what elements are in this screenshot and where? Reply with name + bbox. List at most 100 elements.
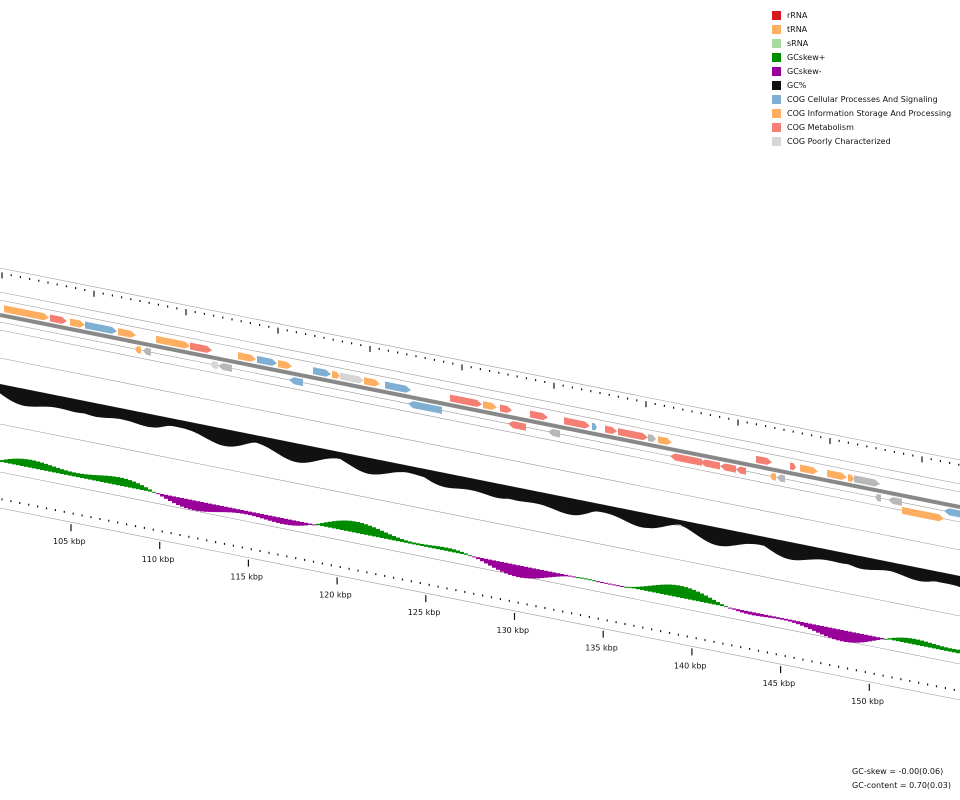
gene-arrow-forward [483,401,497,410]
gene-arrow-forward [564,417,590,429]
gc-skew-bar [852,632,856,643]
gc-skew-bar [304,522,308,526]
gc-skew-bar [32,460,36,469]
gc-skew-bar [308,523,312,525]
gc-skew-bar [388,534,392,540]
gc-skew-bar [56,467,60,474]
gene-arrow-reverse [700,459,720,470]
cog-metabolism-swatch [772,122,781,132]
gc-skew-bar [732,608,736,610]
gene-arrow-reverse [508,421,526,431]
gc-skew-bar [780,618,784,620]
track-guide-line [0,357,960,551]
gc-skew-bar [696,591,700,602]
gc-skew-bar [200,502,204,512]
gc-skew-bar [416,543,420,546]
gene-arrow-forward [50,314,67,324]
gc-skew-bar [608,583,612,585]
gc-skew-bar [484,558,488,564]
gc-skew-bar [480,558,484,562]
gc-skew-bar [724,606,728,608]
gc-skew-bar [684,587,688,599]
gc-skew-bar [408,541,412,544]
gc-skew-bar [848,631,852,643]
legend: rRNA tRNA sRNA GCskew+ GCskew- GC% COG C… [772,8,951,148]
cog-poorly-swatch [772,136,781,146]
track-guide-line [0,507,960,701]
gc-skew-bar [180,498,184,507]
gc-skew-bar [96,475,100,482]
gc-skew-bar [316,523,320,526]
gene-arrow-forward [70,318,85,328]
gc-skew-bar [548,571,552,578]
gene-arrow-forward [278,360,292,369]
gc-skew-bar [228,507,232,513]
gene-arrow-reverse [777,474,785,483]
gc-skew-bar [404,540,408,543]
gc-skew-bar [768,615,772,618]
gene-arrow-forward [902,506,944,522]
gc-skew-bar [936,645,940,650]
gc-skew-bar [260,514,264,519]
gc-skew-bar [16,458,20,466]
gc-skew-bar [48,465,52,472]
gc-content-swatch [772,80,781,90]
gene-arrow-forward [618,428,648,441]
legend-item-trna: tRNA [772,22,951,36]
gc-skew-bar [372,527,376,537]
gene-arrow-forward [85,321,117,334]
gc-skew-bar [504,562,508,574]
scale-label: 145 kbp [763,679,796,688]
gene-arrow-forward [648,434,656,443]
gc-skew-bar [148,489,152,492]
rrna-swatch [772,10,781,20]
gene-arrow-forward [800,464,818,475]
gene-arrow-reverse [218,363,232,372]
gc-skew-bar [540,570,544,579]
gc-skew-bar [356,522,360,534]
gc-skew-bar [592,580,596,582]
gc-skew-bar [620,586,624,587]
gene-arrow-reverse [289,377,303,387]
stats-panel: GC-skew = -0.00(0.06) GC-content = 0.70(… [852,765,951,793]
track-guide-line [0,267,960,461]
gc-skew-bar [432,545,436,549]
gc-skew-bar [604,582,608,584]
gc-skew-bar [656,584,660,594]
gene-arrow-forward [790,462,796,471]
gc-skew-bar [208,503,212,512]
gc-skew-bar [896,637,900,642]
gc-skew-bar [328,521,332,528]
gc-skew-bar [232,508,236,513]
gene-arrow-forward [313,367,331,377]
gc-skew-bar [252,512,256,517]
gc-skew-bar [600,582,604,583]
gene-arrow-forward [827,469,847,480]
gc-skew-bar [64,470,68,475]
gc-skew-bar [512,564,516,577]
gc-skew-bar [72,472,76,477]
gene-arrow-reverse [143,347,151,356]
gc-skew-bar [864,634,868,642]
gc-skew-bar [584,578,588,580]
gcskew-neg-swatch [772,66,781,76]
gc-skew-bar [908,638,912,644]
gene-arrow-forward [156,335,190,349]
gc-skew-bar [492,560,496,568]
cog-cellular-swatch [772,94,781,104]
gc-skew-bar [476,557,480,560]
gc-content-band [0,384,960,588]
gc-skew-bar [888,638,892,640]
gc-skew-bar [776,617,780,619]
gc-skew-bar [380,530,384,538]
legend-item-cog-metabolism: COG Metabolism [772,120,951,134]
gc-skew-bar [704,595,708,603]
gc-skew-bar [536,569,540,579]
gc-skew-bar [184,498,188,509]
gc-skew-bar [544,570,548,578]
legend-item-srna: sRNA [772,36,951,50]
gc-skew-bar [468,555,472,557]
scale-label: 125 kbp [408,608,441,617]
scale-label: 130 kbp [497,626,530,635]
gc-skew-bar [632,586,636,589]
